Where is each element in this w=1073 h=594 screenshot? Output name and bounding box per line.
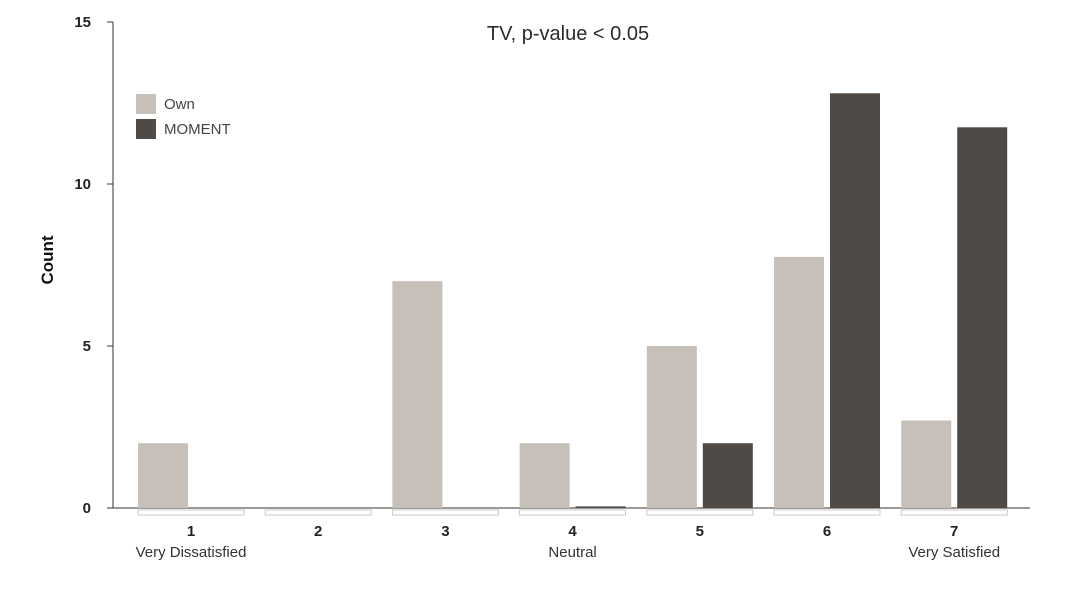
bar-moment-6 <box>830 93 880 508</box>
bar-moment-7 <box>957 127 1008 509</box>
y-tick-label: 15 <box>74 14 91 31</box>
x-tick-sublabel: Very Dissatisfied <box>136 544 247 561</box>
x-category-bracket <box>900 509 1008 516</box>
x-tick-sublabel: Neutral <box>548 544 596 561</box>
legend: Own MOMENT <box>136 94 231 139</box>
x-category-bracket <box>519 509 626 516</box>
bar-own-1 <box>138 443 188 508</box>
x-tick-label: 2 <box>314 523 322 540</box>
bar-moment-5 <box>702 443 753 508</box>
legend-swatch-moment <box>136 119 156 139</box>
x-tick-label: 5 <box>696 523 704 540</box>
legend-swatch-own <box>136 94 156 114</box>
x-category-bracket <box>137 509 245 516</box>
bars-group <box>138 93 1008 509</box>
bar-moment-4 <box>575 506 626 508</box>
bar-own-6 <box>774 256 824 508</box>
x-tick-label: 3 <box>441 523 449 540</box>
x-category-bracket <box>646 509 754 516</box>
y-tick-label: 0 <box>83 500 91 517</box>
chart-title: TV, p-value < 0.05 <box>487 23 649 45</box>
x-axis: 1 Very Dissatisfied 2 3 4 Neutral 5 6 7 Very Sati… <box>113 507 1030 561</box>
legend-label-own: Own <box>164 96 195 113</box>
bar-own-3 <box>392 281 443 508</box>
x-tick-label: 7 <box>950 523 958 540</box>
x-category-bracket <box>264 509 372 516</box>
y-tick-label: 5 <box>83 338 91 355</box>
y-axis-label: Count <box>38 235 57 284</box>
x-tick-sublabel: Very Satisfied <box>908 544 1000 561</box>
x-tick-label: 1 <box>187 523 195 540</box>
bar-own-4 <box>519 443 570 508</box>
y-tick-label: 10 <box>74 176 91 193</box>
x-category-bracket <box>391 509 499 516</box>
x-category-bracket <box>773 509 881 516</box>
legend-label-moment: MOMENT <box>164 121 231 138</box>
x-tick-label: 6 <box>823 523 831 540</box>
bar-own-5 <box>646 346 697 508</box>
y-axis: 0 5 10 15 <box>74 14 114 517</box>
bar-own-7 <box>901 420 952 508</box>
x-tick-label: 4 <box>568 523 577 540</box>
